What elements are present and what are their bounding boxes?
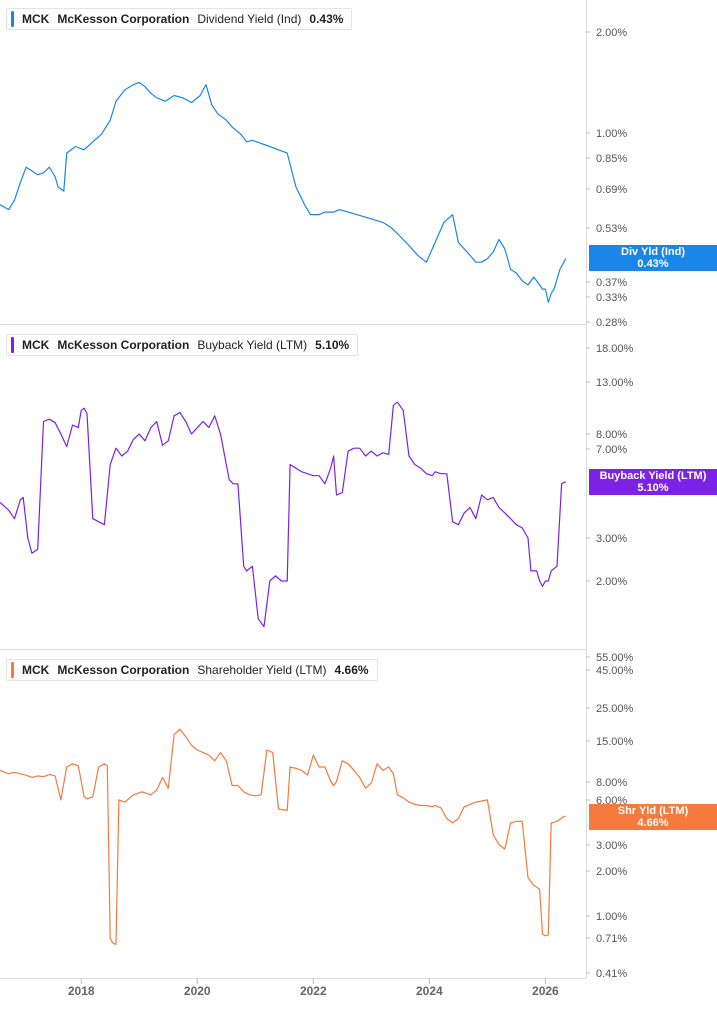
legend-ticker: MCK [22,663,50,677]
tag-label: Div Yld (Ind) [621,246,685,258]
y-tick-label: 3.00% [596,840,627,852]
legend-ticker: MCK [22,12,50,26]
y-tick-label: 25.00% [596,703,634,715]
y-tick-label: 0.37% [596,277,627,289]
y-tick-label: 8.00% [596,429,627,441]
tag-label: Shr Yld (LTM) [617,805,689,817]
y-tick-label: 45.00% [596,665,634,677]
shareholder-value-tag: Shr Yld (LTM) 4.66% [589,804,717,830]
y-tick-label: 0.71% [596,933,627,945]
y-tick-label: 8.00% [596,777,627,789]
legend-metric: Shareholder Yield (LTM) [197,663,327,677]
y-tick-label: 3.00% [596,533,627,545]
y-tick-label: 0.28% [596,317,627,329]
y-tick-label: 13.00% [596,377,634,389]
y-tick-label: 2.00% [596,866,627,878]
tag-value: 4.66% [637,817,669,829]
y-tick-label: 1.00% [596,128,627,140]
legend-shareholder-yield: MCK McKesson Corporation Shareholder Yie… [6,659,378,681]
y-tick-label: 2.00% [596,576,627,588]
legend-company: McKesson Corporation [57,663,190,677]
x-tick-label: 2026 [532,984,559,998]
y-tick-label: 0.33% [596,292,627,304]
y-tick-label: 0.41% [596,968,627,980]
y-tick-label: 0.53% [596,223,627,235]
legend-value: 4.66% [334,663,369,677]
legend-buyback-yield: MCK McKesson Corporation Buyback Yield (… [6,334,359,356]
y-tick-label: 18.00% [596,343,634,355]
legend-metric: Buyback Yield (LTM) [197,338,308,352]
series-line [0,401,566,628]
dividend-value-tag: Div Yld (Ind) 0.43% [589,245,717,271]
y-tick-label: 7.00% [596,444,627,456]
tag-value: 0.43% [637,258,669,270]
y-tick-label: 0.85% [596,153,627,165]
x-tick-label: 2022 [300,984,327,998]
legend-dividend-yield: MCK McKesson Corporation Dividend Yield … [6,8,353,30]
y-tick-label: 0.69% [596,184,627,196]
series-line [0,81,567,303]
legend-value: 5.10% [315,338,350,352]
legend-metric: Dividend Yield (Ind) [197,12,302,26]
dividend-series-swatch [11,11,14,27]
tag-value: 5.10% [637,482,669,494]
legend-company: McKesson Corporation [57,12,190,26]
y-tick-label: 1.00% [596,911,627,923]
legend-company: McKesson Corporation [57,338,190,352]
shareholder-series-swatch [11,662,14,678]
x-tick-label: 2020 [184,984,211,998]
buyback-value-tag: Buyback Yield (LTM) 5.10% [589,469,717,495]
buyback-series-swatch [11,337,14,353]
x-tick-label: 2024 [416,984,443,998]
y-tick-label: 15.00% [596,736,634,748]
legend-value: 0.43% [309,12,344,26]
legend-ticker: MCK [22,338,50,352]
series-line [0,728,566,945]
x-tick-label: 2018 [68,984,95,998]
tag-label: Buyback Yield (LTM) [599,470,707,482]
y-tick-label: 55.00% [596,652,634,664]
y-tick-label: 2.00% [596,27,627,39]
